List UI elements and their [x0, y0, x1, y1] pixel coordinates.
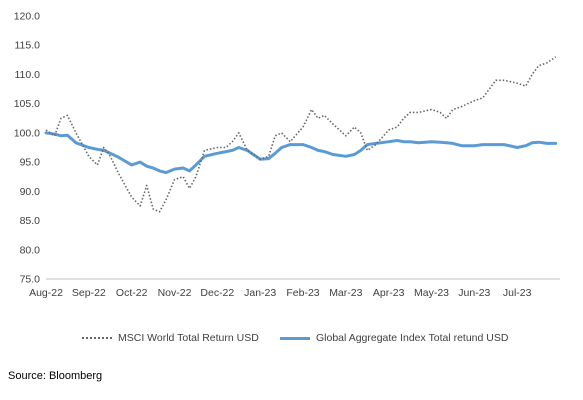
legend-label-global-agg: Global Aggregate Index Total retund USD	[316, 332, 509, 344]
y-tick-label: 110.0	[15, 69, 41, 81]
source-note: Source: Bloomberg	[8, 370, 103, 382]
y-axis: 75.0 80.0 85.0 90.0 95.0 100.0 105.0 110.0 115.0…	[14, 11, 40, 286]
series-line-global-agg	[44, 131, 558, 175]
series-line-msci	[45, 56, 557, 213]
y-tick-label: 115.0	[15, 40, 41, 52]
x-tick-label: Mar-23	[329, 287, 362, 299]
legend-label-msci: MSCI World Total Return USD	[118, 332, 259, 344]
x-tick-label: Jun-23	[458, 287, 490, 299]
y-tick-label: 120.0	[14, 11, 40, 23]
y-tick-label: 95.0	[20, 157, 41, 169]
x-tick-label: Oct-22	[116, 287, 148, 299]
legend-swatch-global-agg	[280, 336, 310, 340]
y-tick-label: 85.0	[20, 215, 41, 227]
x-tick-label: Sep-22	[72, 287, 106, 299]
y-tick-label: 100.0	[14, 127, 40, 139]
series-layer	[44, 56, 558, 213]
legend-item-msci: MSCI World Total Return USD	[82, 328, 259, 348]
x-tick-label: Aug-22	[29, 287, 63, 299]
y-tick-label: 75.0	[20, 274, 41, 286]
x-tick-label: Dec-22	[200, 287, 234, 299]
legend-swatch-msci	[82, 337, 112, 339]
y-tick-label: 90.0	[20, 186, 41, 198]
legend: MSCI World Total Return USD Global Aggre…	[0, 328, 583, 348]
x-tick-label: Jan-23	[244, 287, 276, 299]
line-chart: 75.0 80.0 85.0 90.0 95.0 100.0 105.0 110.0 115.0…	[14, 11, 560, 299]
legend-item-global-agg: Global Aggregate Index Total retund USD	[280, 328, 508, 348]
y-tick-label: 105.0	[14, 98, 40, 110]
x-tick-label: Feb-23	[286, 287, 319, 299]
y-tick-label: 80.0	[20, 244, 41, 256]
x-axis: Aug-22 Sep-22 Oct-22 Nov-22 Dec-22 Jan-23 Feb-…	[29, 278, 560, 299]
x-tick-label: May-23	[414, 287, 449, 299]
x-tick-label: Jul-23	[503, 287, 532, 299]
x-tick-label: Nov-22	[158, 287, 192, 299]
x-tick-label: Apr-23	[373, 287, 405, 299]
